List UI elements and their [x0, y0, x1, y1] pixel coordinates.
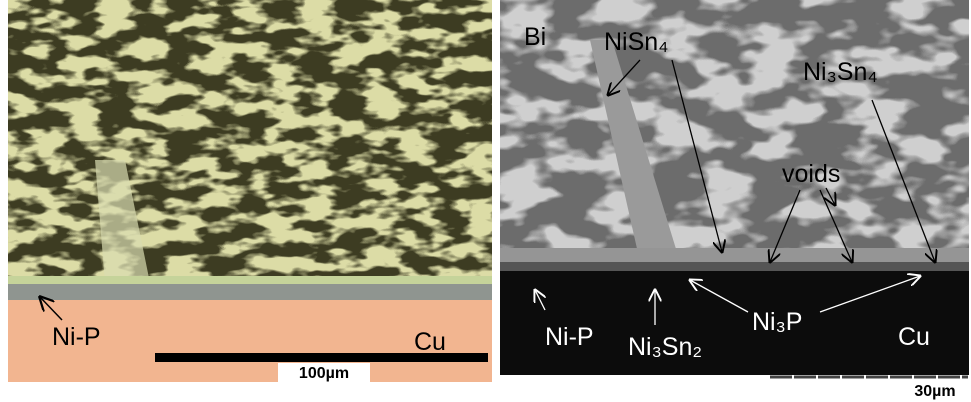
ni-p-layer — [500, 262, 969, 271]
label: Ni-P — [52, 323, 101, 351]
figure: Ni-P Cu 100µm Bi NiSn₄ Ni₃Sn₄ voids — [0, 0, 971, 402]
label: voids — [782, 160, 840, 188]
scale-label: 100µm — [299, 365, 349, 382]
label: Ni₃Sn₄ — [803, 58, 878, 86]
ni-p-layer — [8, 284, 492, 300]
imc-layer — [500, 248, 969, 262]
label: Ni-P — [545, 323, 594, 351]
solder-light — [8, 0, 492, 283]
bi-light — [500, 0, 969, 262]
interface — [8, 276, 492, 284]
label: Ni₃Sn₂ — [628, 333, 702, 361]
label: NiSn₄ — [604, 28, 668, 56]
left-micrograph: Ni-P Cu 100µm — [8, 0, 492, 383]
scale-bar — [155, 353, 488, 362]
label: Cu — [414, 328, 446, 356]
label: Bi — [524, 23, 546, 51]
label: Cu — [898, 323, 930, 351]
scale-label: 30µm — [914, 383, 955, 400]
right-micrograph: Bi NiSn₄ Ni₃Sn₄ voids Ni-P Ni₃Sn₂ Ni₃P C… — [500, 0, 969, 400]
label: Ni₃P — [752, 308, 802, 336]
